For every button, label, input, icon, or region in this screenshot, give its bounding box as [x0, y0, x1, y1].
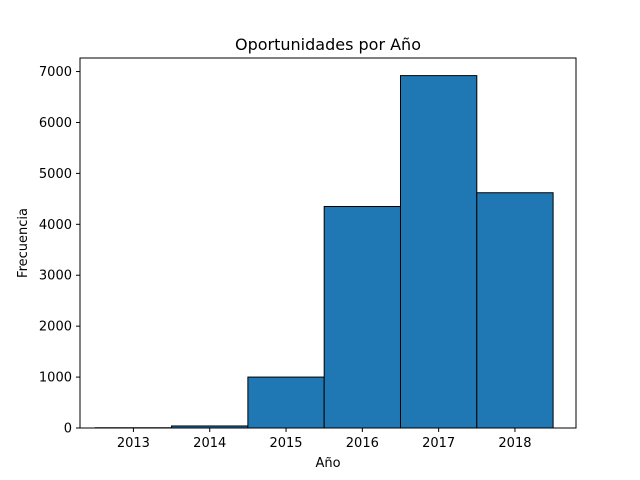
y-axis-label: Frecuencia — [16, 208, 31, 278]
x-axis: 2013 2014 2015 2016 2017 2018 — [117, 428, 532, 451]
chart-title: Oportunidades por Año — [235, 35, 421, 54]
y-tick-label: 1000 — [39, 371, 72, 386]
bar-2016 — [323, 205, 401, 429]
x-tick-label: 2018 — [498, 436, 531, 451]
y-tick-label: 4000 — [39, 218, 72, 233]
y-tick-label: 5000 — [39, 167, 72, 182]
bars-group — [94, 75, 554, 429]
bar-2017 — [399, 75, 478, 429]
x-tick-label: 2015 — [269, 436, 302, 451]
plot-frame — [79, 57, 577, 429]
y-axis: 0 1000 2000 3000 4000 5000 6000 7000 — [39, 65, 80, 437]
y-tick-label: 0 — [64, 422, 72, 437]
y-tick-label: 2000 — [39, 320, 72, 335]
y-tick-label: 7000 — [39, 65, 72, 80]
x-tick-label: 2014 — [193, 436, 226, 451]
y-tick-label: 3000 — [39, 269, 72, 284]
x-tick-label: 2016 — [346, 436, 379, 451]
x-tick-label: 2013 — [117, 436, 150, 451]
x-tick-label: 2017 — [422, 436, 455, 451]
bar-2018 — [476, 192, 554, 429]
bar-2015 — [247, 376, 325, 429]
y-tick-label: 6000 — [39, 116, 72, 131]
x-axis-label: Año — [315, 456, 340, 471]
